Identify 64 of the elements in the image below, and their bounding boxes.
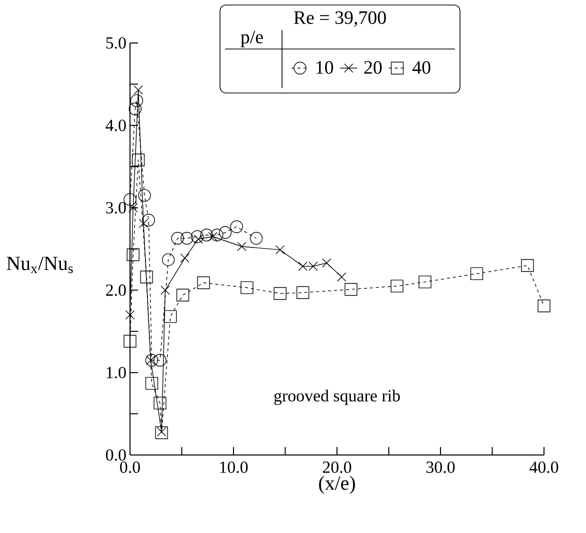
point — [162, 253, 175, 266]
point — [218, 226, 232, 239]
point — [138, 189, 151, 202]
point — [240, 281, 254, 294]
y-tick-label: 2.0 — [106, 284, 126, 296]
point — [344, 283, 358, 296]
y-axis-title: Nu$_{x}$/Nu$_{s}$ — [6, 256, 73, 274]
point — [145, 376, 158, 390]
x-tick-label: 30.0 — [426, 462, 455, 473]
point — [126, 248, 140, 262]
x-tick-label: 10.0 — [220, 462, 248, 473]
point — [128, 102, 142, 116]
point — [180, 232, 194, 245]
y-tick-label: 0.0 — [106, 449, 126, 461]
point — [155, 426, 168, 440]
point — [134, 85, 143, 95]
legend-label: 40 — [412, 61, 430, 74]
point — [210, 228, 224, 242]
annotation: grooved square rib — [274, 390, 400, 406]
point — [180, 253, 190, 263]
point — [142, 214, 155, 226]
point — [154, 396, 166, 410]
point — [154, 354, 166, 367]
point — [197, 276, 210, 290]
point — [140, 270, 153, 284]
point — [132, 154, 145, 166]
point — [125, 310, 135, 320]
point — [138, 218, 148, 228]
point — [470, 267, 484, 280]
point — [296, 286, 310, 300]
point — [171, 232, 184, 245]
y-tick-label: 5.0 — [106, 37, 126, 49]
point — [200, 228, 213, 242]
point — [390, 280, 404, 292]
point — [275, 245, 285, 254]
point — [156, 427, 166, 437]
point — [337, 272, 346, 282]
point — [128, 203, 138, 212]
legend-title: Re = 39,700 — [294, 11, 386, 27]
point — [250, 232, 263, 245]
point — [164, 310, 177, 323]
x-tick-label: 20.0 — [322, 462, 352, 473]
annotation: p/e — [240, 30, 263, 48]
point — [322, 258, 332, 268]
x-tick-label: 40.0 — [530, 462, 558, 473]
y-tick-label: 3.0 — [106, 202, 126, 214]
y-tick-label: 4.0 — [106, 120, 126, 132]
x-tick-label: 0.0 — [120, 462, 140, 473]
point — [160, 286, 170, 295]
point — [274, 287, 286, 300]
legend-label: 10 — [316, 61, 334, 74]
point — [124, 334, 136, 348]
point — [230, 220, 243, 234]
legend-label: 20 — [364, 61, 382, 74]
point — [521, 259, 534, 272]
point — [538, 299, 550, 312]
point — [145, 354, 158, 367]
point — [237, 242, 246, 252]
point — [190, 230, 204, 243]
point — [418, 276, 432, 288]
x-axis-title: (x/e) — [319, 476, 355, 494]
point — [176, 288, 190, 302]
y-tick-label: 1.0 — [106, 366, 126, 378]
point — [130, 94, 144, 108]
